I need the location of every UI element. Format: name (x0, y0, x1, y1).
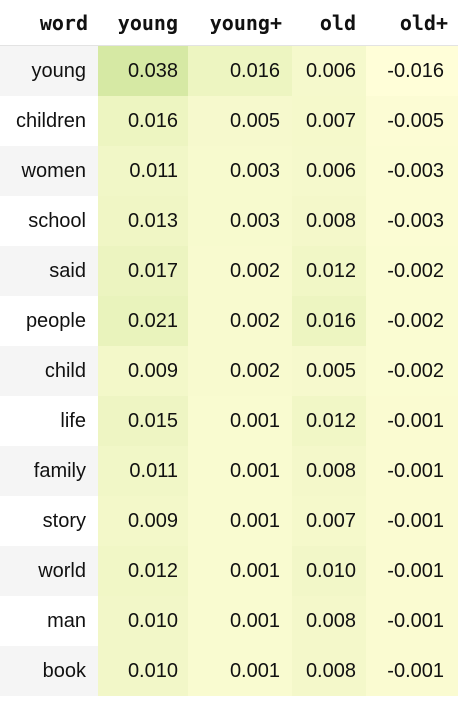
young-cell: 0.038 (98, 45, 188, 96)
old-plus-cell: -0.016 (366, 45, 458, 96)
young-cell: 0.011 (98, 446, 188, 496)
table-row: life 0.015 0.001 0.012 -0.001 (0, 396, 458, 446)
young-cell: 0.016 (98, 96, 188, 146)
word-cell: life (0, 396, 98, 446)
young-plus-cell: 0.001 (188, 496, 292, 546)
table-row: women 0.011 0.003 0.006 -0.003 (0, 146, 458, 196)
table-header: word young young+ old old+ (0, 0, 458, 46)
old-plus-cell: -0.001 (366, 596, 458, 646)
column-header-old[interactable]: old (292, 0, 366, 46)
table-row: young 0.038 0.016 0.006 -0.016 (0, 45, 458, 96)
word-cell: people (0, 296, 98, 346)
old-plus-cell: -0.002 (366, 296, 458, 346)
young-plus-cell: 0.002 (188, 296, 292, 346)
word-cell: children (0, 96, 98, 146)
word-cell: child (0, 346, 98, 396)
column-header-word[interactable]: word (0, 0, 98, 46)
table-row: family 0.011 0.001 0.008 -0.001 (0, 446, 458, 496)
young-cell: 0.021 (98, 296, 188, 346)
table-row: story 0.009 0.001 0.007 -0.001 (0, 496, 458, 546)
young-plus-cell: 0.001 (188, 546, 292, 596)
table-row: book 0.010 0.001 0.008 -0.001 (0, 646, 458, 696)
young-cell: 0.010 (98, 596, 188, 646)
young-plus-cell: 0.002 (188, 246, 292, 296)
word-cell: said (0, 246, 98, 296)
old-cell: 0.012 (292, 246, 366, 296)
young-cell: 0.015 (98, 396, 188, 446)
young-cell: 0.012 (98, 546, 188, 596)
old-plus-cell: -0.001 (366, 546, 458, 596)
table-row: child 0.009 0.002 0.005 -0.002 (0, 346, 458, 396)
old-plus-cell: -0.001 (366, 496, 458, 546)
table-body: young 0.038 0.016 0.006 -0.016 children 0.016 0… (0, 45, 458, 696)
old-cell: 0.008 (292, 446, 366, 496)
old-cell: 0.012 (292, 396, 366, 446)
table-row: man 0.010 0.001 0.008 -0.001 (0, 596, 458, 646)
old-plus-cell: -0.001 (366, 646, 458, 696)
old-plus-cell: -0.003 (366, 146, 458, 196)
old-cell: 0.008 (292, 596, 366, 646)
old-plus-cell: -0.002 (366, 246, 458, 296)
young-plus-cell: 0.001 (188, 596, 292, 646)
table-row: people 0.021 0.002 0.016 -0.002 (0, 296, 458, 346)
word-cell: story (0, 496, 98, 546)
young-plus-cell: 0.001 (188, 446, 292, 496)
old-cell: 0.006 (292, 146, 366, 196)
old-cell: 0.008 (292, 646, 366, 696)
young-cell: 0.009 (98, 496, 188, 546)
column-header-old-plus[interactable]: old+ (366, 0, 458, 46)
table-row: school 0.013 0.003 0.008 -0.003 (0, 196, 458, 246)
young-plus-cell: 0.003 (188, 146, 292, 196)
young-cell: 0.009 (98, 346, 188, 396)
word-cell: family (0, 446, 98, 496)
word-cell: young (0, 45, 98, 96)
column-header-young[interactable]: young (98, 0, 188, 46)
old-cell: 0.010 (292, 546, 366, 596)
old-cell: 0.005 (292, 346, 366, 396)
young-plus-cell: 0.003 (188, 196, 292, 246)
old-cell: 0.007 (292, 96, 366, 146)
word-cell: book (0, 646, 98, 696)
young-plus-cell: 0.001 (188, 646, 292, 696)
young-cell: 0.013 (98, 196, 188, 246)
young-plus-cell: 0.001 (188, 396, 292, 446)
young-plus-cell: 0.002 (188, 346, 292, 396)
old-plus-cell: -0.003 (366, 196, 458, 246)
column-header-young-plus[interactable]: young+ (188, 0, 292, 46)
old-plus-cell: -0.001 (366, 446, 458, 496)
header-row: word young young+ old old+ (0, 0, 458, 46)
table-row: world 0.012 0.001 0.010 -0.001 (0, 546, 458, 596)
old-cell: 0.006 (292, 45, 366, 96)
old-cell: 0.016 (292, 296, 366, 346)
young-cell: 0.017 (98, 246, 188, 296)
table-row: said 0.017 0.002 0.012 -0.002 (0, 246, 458, 296)
old-plus-cell: -0.005 (366, 96, 458, 146)
word-cell: school (0, 196, 98, 246)
young-plus-cell: 0.005 (188, 96, 292, 146)
word-cell: world (0, 546, 98, 596)
table-row: children 0.016 0.005 0.007 -0.005 (0, 96, 458, 146)
young-cell: 0.011 (98, 146, 188, 196)
young-cell: 0.010 (98, 646, 188, 696)
old-cell: 0.007 (292, 496, 366, 546)
word-cell: man (0, 596, 98, 646)
word-cell: women (0, 146, 98, 196)
old-plus-cell: -0.001 (366, 396, 458, 446)
young-plus-cell: 0.016 (188, 45, 292, 96)
old-cell: 0.008 (292, 196, 366, 246)
old-plus-cell: -0.002 (366, 346, 458, 396)
